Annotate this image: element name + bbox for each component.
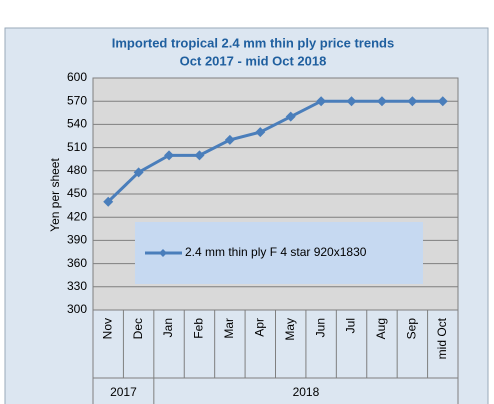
- data-point: [255, 127, 266, 138]
- data-point: [376, 96, 387, 107]
- legend-marker: [159, 249, 167, 257]
- data-point: [133, 167, 144, 178]
- x-tick-label: Apr: [252, 318, 266, 337]
- data-point: [164, 150, 175, 161]
- data-point: [316, 96, 327, 107]
- data-point: [437, 96, 448, 107]
- y-tick-label: 420: [67, 209, 87, 223]
- year-label: 2018: [293, 385, 320, 399]
- legend-box: [135, 222, 423, 284]
- x-tick-label: Dec: [131, 318, 145, 339]
- data-point: [194, 150, 205, 161]
- data-line: [107, 99, 443, 203]
- x-tick-label: Mar: [222, 318, 236, 339]
- year-label: 2017: [110, 385, 137, 399]
- y-tick-label: 360: [67, 256, 87, 270]
- y-tick-label: 570: [67, 93, 87, 107]
- legend-label: 2.4 mm thin ply F 4 star 920x1830: [185, 245, 367, 259]
- data-point: [224, 134, 235, 145]
- y-tick-label: 300: [67, 302, 87, 316]
- data-point: [407, 96, 418, 107]
- x-tick-label: Feb: [192, 318, 206, 339]
- chart-subtitle: Oct 2017 - mid Oct 2018: [180, 53, 327, 68]
- data-point: [103, 196, 114, 207]
- y-tick-label: 510: [67, 140, 87, 154]
- x-tick-label: Nov: [100, 318, 114, 339]
- data-point: [346, 96, 357, 107]
- x-tick-label: Aug: [374, 318, 388, 339]
- x-tick-label: mid Oct: [435, 317, 449, 359]
- x-tick-label: Jun: [313, 318, 327, 337]
- y-tick-label: 450: [67, 186, 87, 200]
- x-tick-label: Jul: [344, 318, 358, 333]
- x-tick-label: May: [283, 318, 297, 341]
- y-tick-label: 390: [67, 233, 87, 247]
- y-tick-label: 600: [67, 70, 87, 84]
- data-point: [285, 111, 296, 122]
- y-tick-label: 480: [67, 163, 87, 177]
- x-tick-label: Sep: [405, 318, 419, 340]
- y-tick-label: 330: [67, 279, 87, 293]
- y-tick-label: 540: [67, 117, 87, 131]
- x-tick-label: Jan: [161, 318, 175, 337]
- y-axis-label: Yen per sheet: [48, 158, 62, 232]
- chart-title: Imported tropical 2.4 mm thin ply price …: [112, 35, 394, 50]
